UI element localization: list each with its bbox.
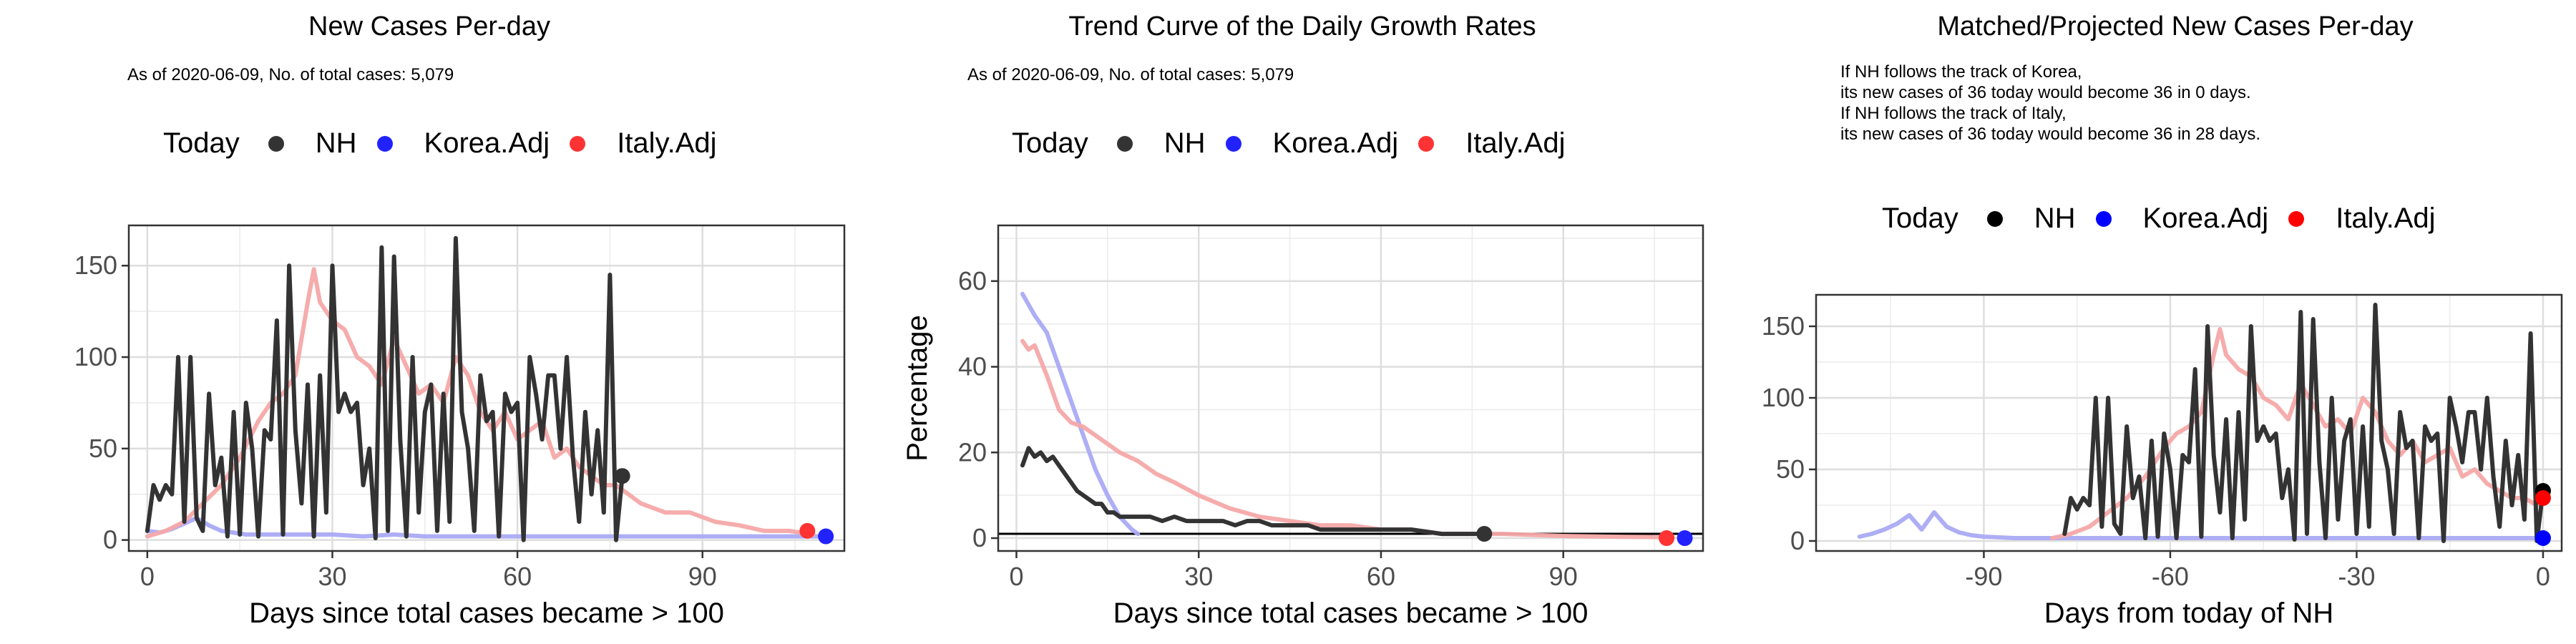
legend-dot-korea xyxy=(376,135,393,152)
x-tick-label: -30 xyxy=(2338,562,2375,591)
x-axis-label: Days since total cases became > 100 xyxy=(249,597,724,629)
legend-dot-italy xyxy=(570,135,586,152)
y-axis-label: Percentage xyxy=(902,315,933,462)
legend-label-korea: Korea.Adj xyxy=(2142,203,2269,234)
legend-label-italy: Italy.Adj xyxy=(2336,203,2436,234)
plot-area: 0 30 60 90 0 50 100 150 Days since total cases b… xyxy=(74,224,846,629)
chart-panel-3: Matched/Projected New Cases Per-day If N… xyxy=(1717,0,2576,644)
x-tick-label: 90 xyxy=(688,562,717,591)
y-tick-label: 60 xyxy=(958,266,987,296)
series-line-italy-adj xyxy=(145,267,816,539)
plot-border xyxy=(997,224,1704,552)
today-point-nh xyxy=(614,468,630,484)
chart-legend: Today NH Korea.Adj Italy.Adj xyxy=(1012,127,1566,160)
legend-dot-nh xyxy=(1986,210,2003,227)
series-line-nh xyxy=(1020,446,1487,537)
legend-title: Today xyxy=(163,127,240,159)
series-line-nh xyxy=(145,235,625,542)
chart-legend: Today NH Korea.Adj Italy.Adj xyxy=(1882,203,2436,235)
series-line-nh xyxy=(2062,303,2545,543)
legend-label-italy: Italy.Adj xyxy=(617,127,717,159)
legend-dot-italy xyxy=(1418,135,1435,152)
legend-label-nh: NH xyxy=(2034,203,2076,234)
x-tick-label: 90 xyxy=(1549,562,1578,591)
chart-note-1: If NH follows the track of Korea, xyxy=(1840,62,2082,82)
y-tick-label: 0 xyxy=(103,525,117,555)
y-tick-label: 40 xyxy=(958,352,987,381)
chart-title: Trend Curve of the Daily Growth Rates xyxy=(1068,11,1536,42)
legend-label-korea: Korea.Adj xyxy=(1272,127,1399,159)
y-tick-label: 50 xyxy=(89,434,117,463)
series-line-korea-adj xyxy=(1020,291,1141,537)
x-tick-label: 60 xyxy=(503,562,532,591)
chart-note-4: its new cases of 36 today would become 3… xyxy=(1840,125,2261,144)
y-tick-label: 0 xyxy=(972,523,987,552)
plot-area: 0 30 60 90 0 20 40 60 Days since total cases bec… xyxy=(902,224,1704,629)
x-tick-label: 0 xyxy=(140,562,155,591)
chart-title: New Cases Per-day xyxy=(308,11,550,42)
legend-dot-nh xyxy=(1116,135,1133,152)
x-tick-label: -90 xyxy=(1965,562,2002,591)
legend-label-italy: Italy.Adj xyxy=(1465,127,1566,159)
x-tick-label: 30 xyxy=(1184,562,1213,591)
y-tick-label: 100 xyxy=(1762,383,1805,412)
chart-panel-2: Trend Curve of the Daily Growth Rates As… xyxy=(859,0,1717,644)
legend-label-nh: NH xyxy=(315,127,357,159)
plot-border xyxy=(1815,293,2563,552)
y-tick-label: 20 xyxy=(958,437,987,467)
y-tick-label: 150 xyxy=(74,250,117,280)
x-tick-label: -60 xyxy=(2152,562,2189,591)
chart-legend: Today NH Korea.Adj Italy.Adj xyxy=(163,127,717,160)
plot-area: -90 -60 -30 0 0 50 100 150 Days from today of NH xyxy=(1762,293,2563,629)
x-tick-label: 60 xyxy=(1367,562,1395,591)
legend-dot-italy xyxy=(2288,210,2305,227)
x-axis-label: Days from today of NH xyxy=(2044,597,2334,629)
today-point-italy-adj xyxy=(799,522,816,539)
y-tick-label: 0 xyxy=(1790,526,1805,555)
series-line-korea-adj xyxy=(145,516,829,539)
today-point-korea-adj xyxy=(818,528,834,545)
today-point-korea-adj xyxy=(1677,530,1693,547)
legend-dot-nh xyxy=(268,135,284,152)
legend-label-nh: NH xyxy=(1163,127,1206,159)
chart-title: Matched/Projected New Cases Per-day xyxy=(1937,11,2414,42)
today-point-italy-adj xyxy=(1659,530,1675,547)
legend-dot-korea xyxy=(1225,135,1241,152)
y-tick-label: 100 xyxy=(74,342,117,371)
today-point-italy-adj xyxy=(2534,490,2551,506)
today-point-nh xyxy=(1476,526,1493,542)
chart-subtitle: As of 2020-06-09, No. of total cases: 5,… xyxy=(967,65,1294,84)
chart-panel-1: New Cases Per-day As of 2020-06-09, No. … xyxy=(0,0,859,644)
chart-subtitle: As of 2020-06-09, No. of total cases: 5,… xyxy=(127,65,454,84)
series-line-italy-adj xyxy=(2050,327,2545,540)
x-tick-label: 0 xyxy=(1009,562,1023,591)
legend-dot-korea xyxy=(2095,210,2112,227)
chart-note-2: its new cases of 36 today would become 3… xyxy=(1840,83,2251,102)
y-tick-label: 50 xyxy=(1776,454,1805,484)
legend-title: Today xyxy=(1882,203,1958,234)
x-tick-label: 30 xyxy=(318,562,346,591)
chart-note-3: If NH follows the track of Italy, xyxy=(1840,104,2067,123)
plot-border xyxy=(127,224,846,552)
legend-title: Today xyxy=(1012,127,1088,159)
today-point-korea-adj xyxy=(2534,530,2551,546)
x-tick-label: 0 xyxy=(2536,562,2550,591)
x-axis-label: Days since total cases became > 100 xyxy=(1113,597,1589,629)
series-line-korea-adj xyxy=(1857,510,2545,540)
y-tick-label: 150 xyxy=(1762,311,1805,341)
legend-label-korea: Korea.Adj xyxy=(424,127,550,159)
series-line-italy-adj xyxy=(1020,338,1675,540)
